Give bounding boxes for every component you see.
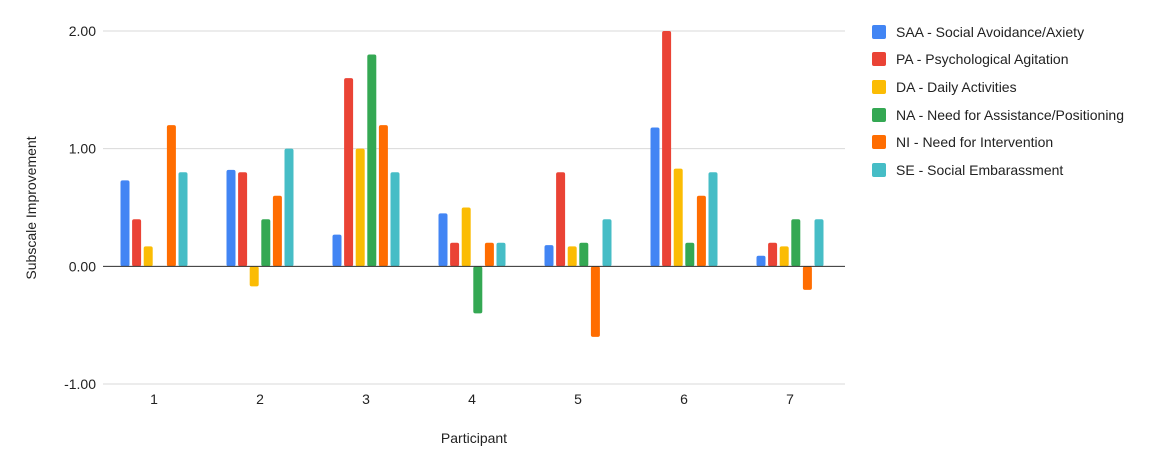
bar xyxy=(450,242,460,267)
bar xyxy=(438,213,448,267)
legend-label: SE - Social Embarassment xyxy=(896,161,1064,178)
legend-swatch xyxy=(872,162,886,177)
legend-item: SE - Social Embarassment xyxy=(872,156,1124,184)
bar xyxy=(473,266,483,314)
legend-swatch xyxy=(872,52,886,67)
bar xyxy=(367,54,377,267)
bar xyxy=(496,242,506,267)
bar xyxy=(650,127,660,267)
bar xyxy=(120,180,130,267)
legend-label: SAA - Social Avoidance/Axiety xyxy=(896,23,1085,40)
x-tick-label: 4 xyxy=(468,391,476,407)
legend-swatch xyxy=(872,135,886,150)
bar xyxy=(567,246,577,267)
legend-item: DA - Daily Activities xyxy=(872,73,1124,101)
legend-item: NA - Need for Assistance/Positioning xyxy=(872,101,1124,129)
x-tick-label: 1 xyxy=(150,391,158,407)
y-axis-title: Subscale Improvement xyxy=(23,136,39,279)
legend-swatch xyxy=(872,79,886,94)
bar xyxy=(814,219,824,267)
y-tick-label: 0.00 xyxy=(69,258,96,274)
bar xyxy=(579,242,589,267)
bar xyxy=(132,219,142,267)
x-tick-label: 7 xyxy=(786,391,794,407)
legend-item: PA - Psychological Agitation xyxy=(872,46,1124,74)
x-axis-title: Participant xyxy=(441,430,507,446)
bar xyxy=(178,172,188,267)
legend-label: PA - Psychological Agitation xyxy=(896,51,1069,68)
legend-label: DA - Daily Activities xyxy=(896,78,1017,95)
legend-label: NA - Need for Assistance/Positioning xyxy=(896,106,1125,123)
bar xyxy=(544,245,554,267)
y-tick-label: 1.00 xyxy=(69,141,96,157)
bar xyxy=(484,242,494,267)
bar xyxy=(284,148,294,267)
legend-label: NI - Need for Intervention xyxy=(896,134,1054,151)
bar xyxy=(791,219,801,267)
bars xyxy=(120,31,824,337)
bar xyxy=(708,172,718,267)
axes: -1.00 0.00 1.00 2.00 1 2 3 4 5 6 7 xyxy=(64,23,845,407)
legend-item: NI - Need for Intervention xyxy=(872,128,1124,156)
bar xyxy=(249,266,259,287)
bar xyxy=(696,195,706,267)
bar xyxy=(556,172,566,267)
bar xyxy=(226,169,236,267)
bar xyxy=(238,172,248,267)
x-tick-label: 3 xyxy=(362,391,370,407)
bar xyxy=(673,168,683,267)
x-tick-label: 6 xyxy=(680,391,688,407)
bar xyxy=(590,266,600,337)
bar xyxy=(378,125,388,267)
x-tick-label: 2 xyxy=(256,391,264,407)
bar xyxy=(272,195,282,267)
bar xyxy=(802,266,812,290)
legend-swatch xyxy=(872,107,886,122)
bar xyxy=(390,172,400,267)
bar xyxy=(768,242,778,267)
y-tick-label: -1.00 xyxy=(64,376,96,392)
bar xyxy=(344,78,354,267)
bar xyxy=(461,207,471,267)
bar xyxy=(261,219,271,267)
y-tick-label: 2.00 xyxy=(69,23,96,39)
bar xyxy=(143,246,153,267)
bar xyxy=(602,219,612,267)
legend-item: SAA - Social Avoidance/Axiety xyxy=(872,18,1124,46)
legend-swatch xyxy=(872,24,886,39)
bar xyxy=(756,255,766,267)
bar xyxy=(662,31,672,267)
bar xyxy=(685,242,695,267)
bar xyxy=(779,246,789,267)
bar xyxy=(355,148,365,267)
gridlines xyxy=(103,30,845,385)
bar xyxy=(332,234,342,267)
chart-legend: SAA - Social Avoidance/Axiety PA - Psycho… xyxy=(872,18,1124,184)
x-tick-label: 5 xyxy=(574,391,582,407)
bar xyxy=(166,125,176,267)
